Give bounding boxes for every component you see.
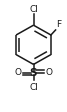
Text: F: F bbox=[56, 20, 61, 29]
Text: O: O bbox=[14, 68, 21, 77]
Text: S: S bbox=[30, 68, 37, 78]
Text: O: O bbox=[46, 68, 53, 77]
Text: Cl: Cl bbox=[29, 5, 38, 14]
Text: Cl: Cl bbox=[29, 83, 38, 92]
